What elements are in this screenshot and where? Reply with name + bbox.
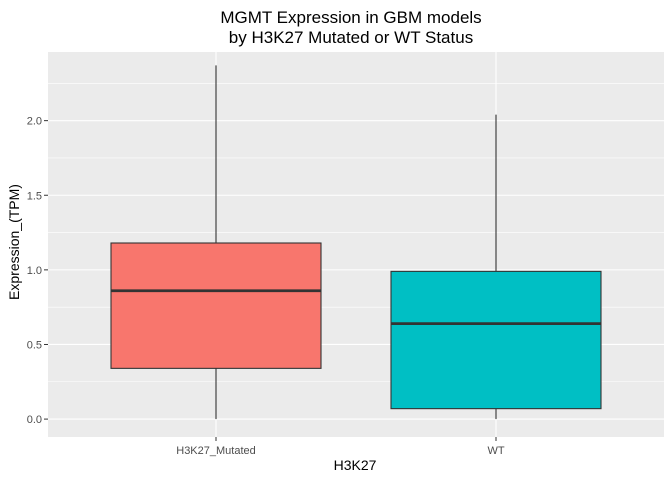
y-tick-label: 0.0 (27, 414, 42, 426)
chart-title-line-2: by H3K27 Mutated or WT Status (229, 28, 473, 47)
boxplots (110, 65, 602, 420)
y-axis-title: Expression_(TPM) (6, 184, 22, 300)
x-tick-label: WT (487, 445, 504, 457)
tick-labels: 0.0 0.5 1.0 1.5 2.0 H3K27_Mutated WT (27, 116, 505, 457)
x-tick-label: H3K27_Mutated (176, 445, 256, 457)
y-tick-label: 1.0 (27, 265, 42, 277)
box-h3k27-mutated (110, 65, 322, 420)
box-iqr (390, 270, 602, 410)
y-tick-label: 0.5 (27, 339, 42, 351)
box-wt (390, 114, 602, 420)
y-tick-label: 2.0 (27, 116, 42, 128)
y-tick-label: 1.5 (27, 190, 42, 202)
box-iqr (110, 242, 322, 369)
chart-title-line-1: MGMT Expression in GBM models (220, 8, 481, 27)
x-axis-title: H3K27 (334, 457, 377, 473)
